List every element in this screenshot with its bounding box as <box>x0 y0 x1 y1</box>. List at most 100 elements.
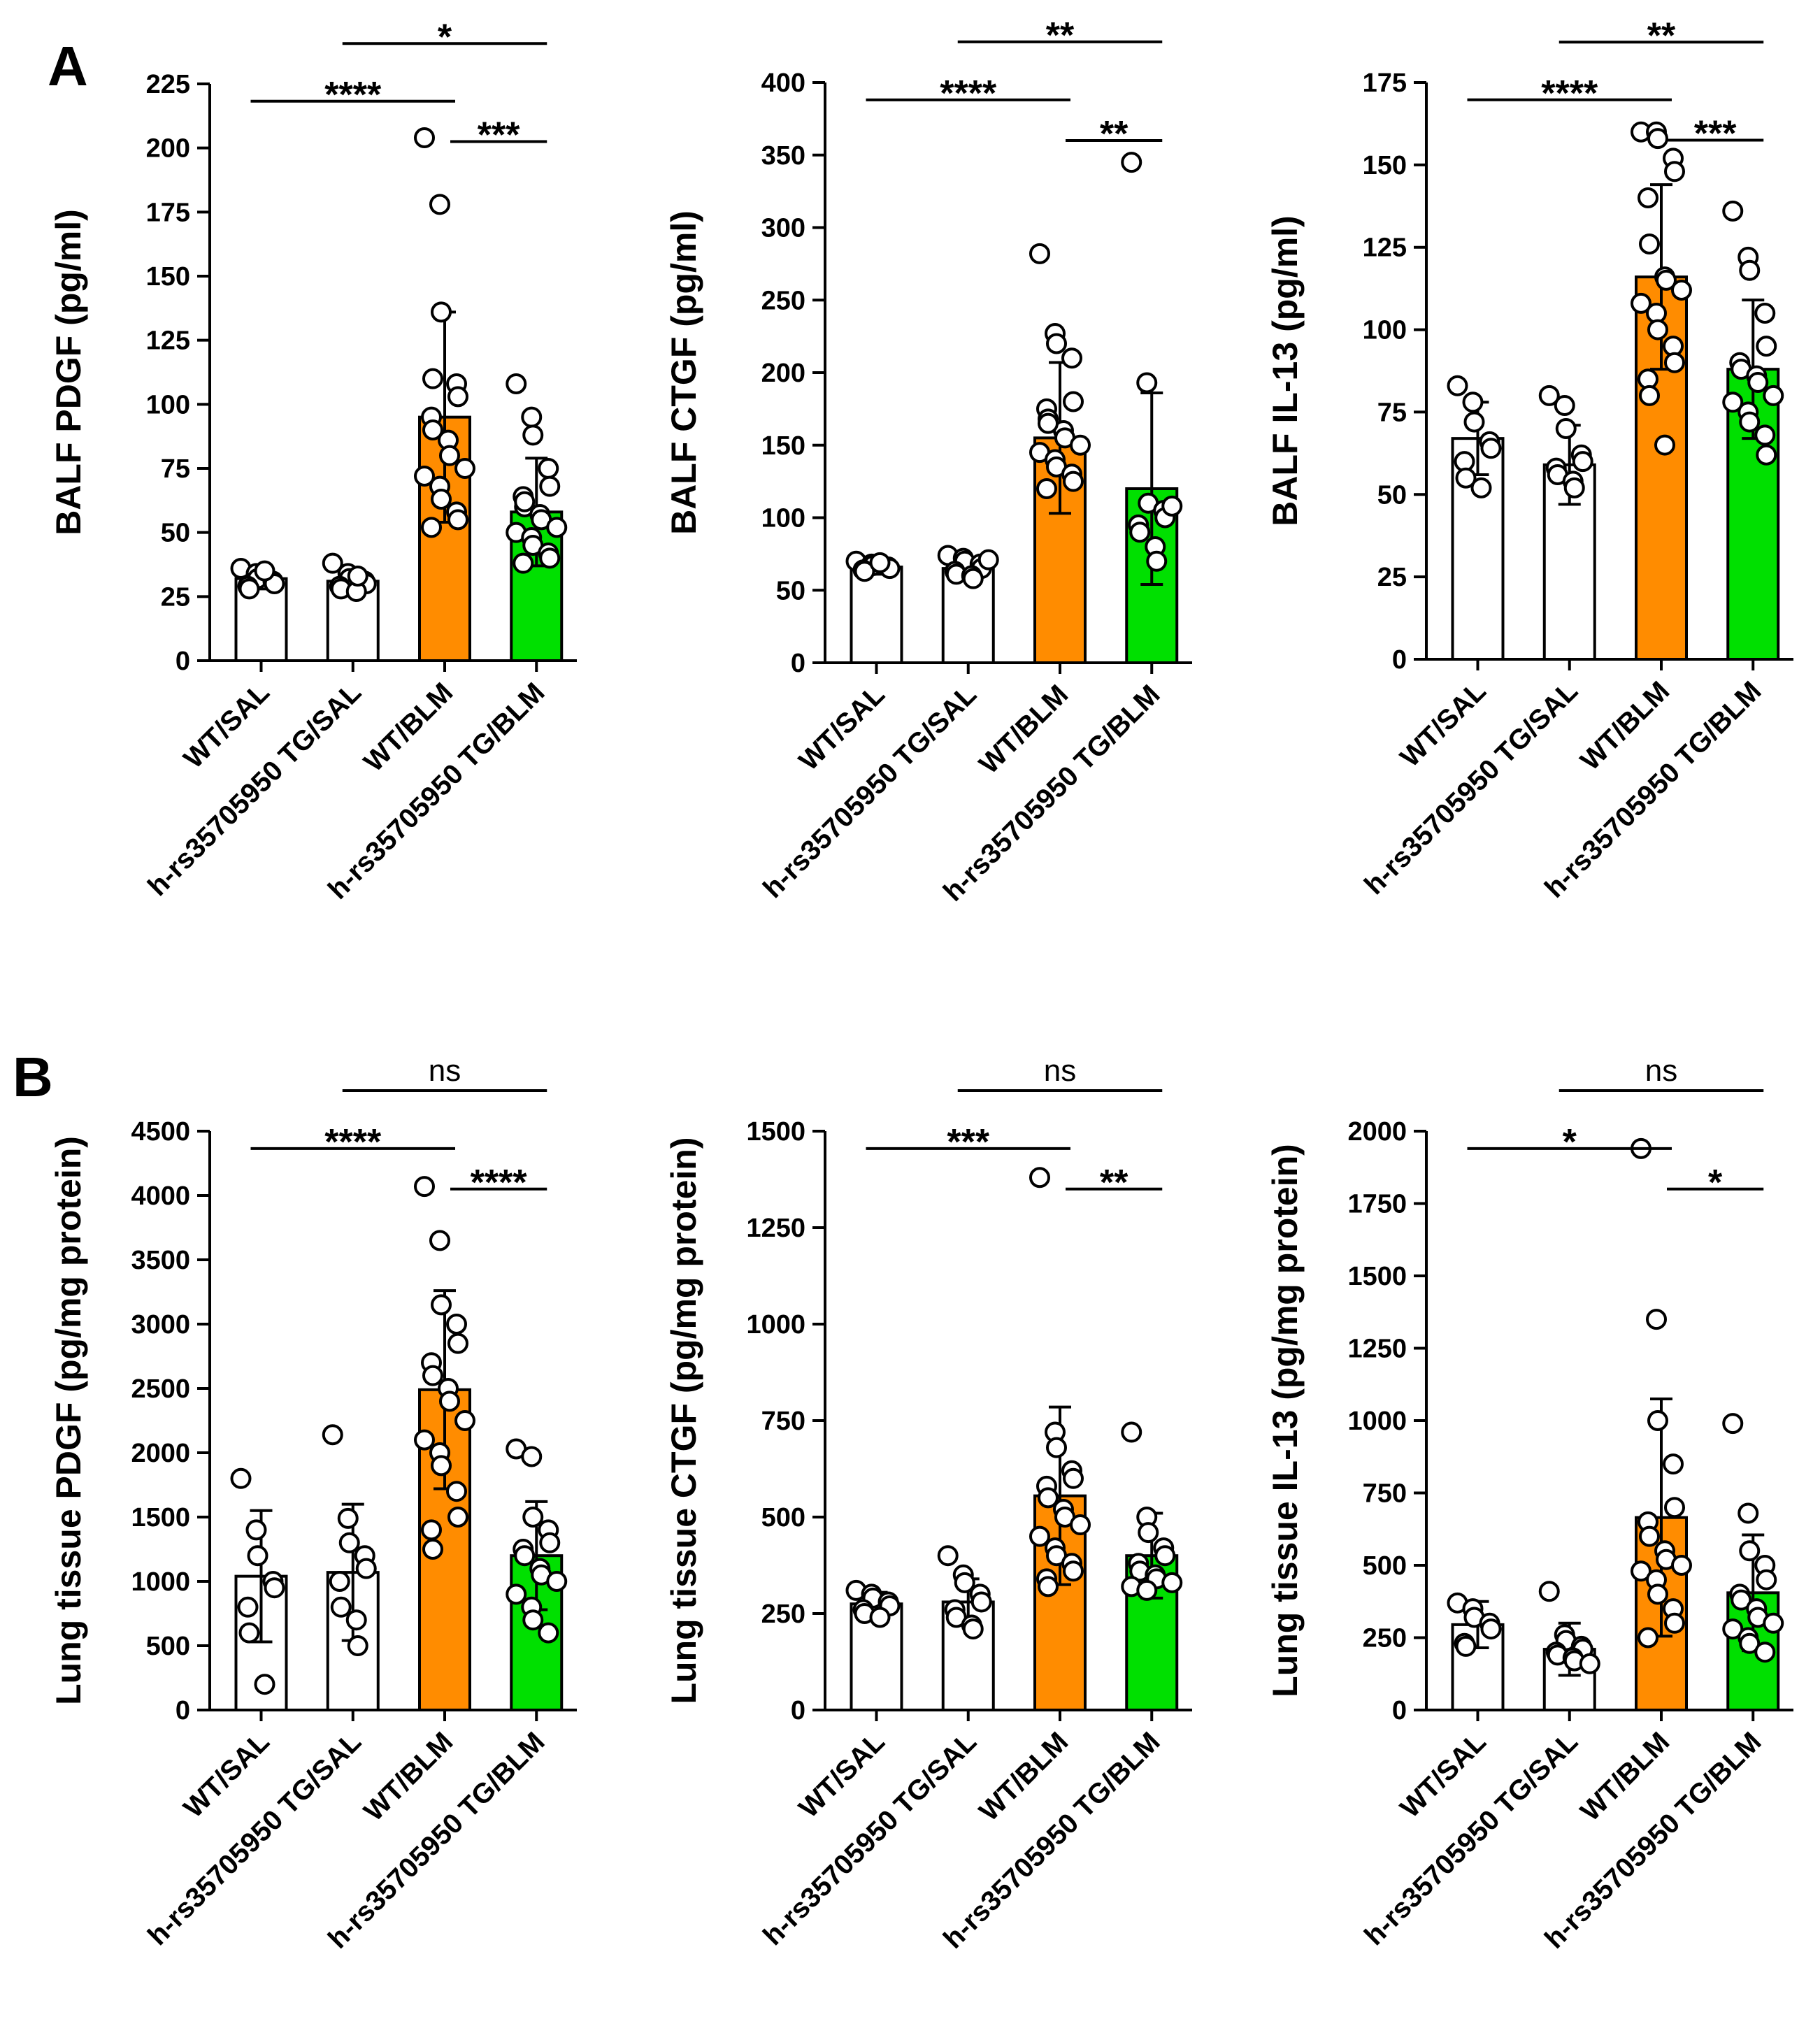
chart-1: 0 25 50 75 100 125 150 175 200 225 BALF PDGF (pg/m… <box>49 17 577 905</box>
y-tick-label: 0 <box>175 647 190 676</box>
data-point <box>1136 1579 1158 1601</box>
data-point <box>322 552 343 574</box>
data-point <box>869 552 891 573</box>
data-point <box>431 1294 452 1316</box>
data-point <box>1129 522 1151 543</box>
data-point <box>439 1391 460 1412</box>
y-tick-label: 50 <box>776 576 805 605</box>
data-point <box>337 1507 359 1529</box>
data-point <box>1161 1572 1183 1593</box>
y-axis-label: BALF IL-13 (pg/ml) <box>1266 215 1305 526</box>
data-point <box>431 1455 452 1477</box>
y-tick-label: 0 <box>1392 645 1407 675</box>
significance-label: *** <box>1694 114 1737 155</box>
y-tick-label: 1250 <box>1347 1335 1407 1364</box>
data-point <box>1063 1560 1084 1582</box>
data-point <box>347 1635 368 1656</box>
y-tick-label: 1750 <box>1347 1190 1407 1219</box>
y-tick-label: 100 <box>146 390 190 419</box>
data-point <box>1470 477 1492 498</box>
charts-group: 0 25 50 75 100 125 150 175 200 225 BALF PDGF (pg/m… <box>49 15 1793 1955</box>
data-point <box>329 1571 350 1592</box>
y-tick-label: 150 <box>1363 151 1407 180</box>
data-point <box>1121 152 1142 173</box>
chart-5: 0 250 500 750 1000 1250 1500 Lung tissue CTGF (… <box>664 1054 1192 1955</box>
chart-2: 0 50 100 150 200 250 300 350 400 BALF CTGF (pg/ml… <box>664 15 1192 907</box>
y-tick-label: 75 <box>1377 398 1407 427</box>
data-point <box>345 1609 367 1631</box>
data-point <box>506 1583 527 1605</box>
data-point <box>1664 1612 1685 1634</box>
significance-label: *** <box>947 1122 989 1163</box>
data-point <box>446 1314 467 1335</box>
data-point <box>1638 1627 1658 1648</box>
y-tick-label: 500 <box>1363 1551 1407 1581</box>
y-tick-label: 0 <box>175 1696 190 1725</box>
y-tick-label: 400 <box>761 69 805 98</box>
panel-letter-a: A <box>48 35 88 97</box>
data-point <box>1038 412 1059 434</box>
data-point <box>970 1591 992 1613</box>
data-point <box>1763 385 1784 406</box>
data-point <box>1754 1642 1776 1663</box>
data-point <box>421 1519 442 1541</box>
data-point <box>954 1572 975 1593</box>
data-point <box>1579 1653 1600 1674</box>
y-tick-label: 0 <box>791 649 805 678</box>
significance-label: ** <box>1100 114 1128 155</box>
y-tick-label: 1000 <box>1347 1407 1407 1436</box>
significance-label: * <box>1708 1163 1723 1203</box>
data-point <box>1455 467 1477 489</box>
y-tick-label: 175 <box>146 198 190 227</box>
data-point <box>513 552 534 574</box>
y-tick-label: 175 <box>1363 69 1407 98</box>
category-label: WT/SAL <box>1394 675 1492 773</box>
data-point <box>1631 292 1651 314</box>
y-tick-label: 2000 <box>1347 1117 1407 1147</box>
y-tick-label: 500 <box>146 1632 190 1661</box>
y-tick-label: 250 <box>761 286 805 315</box>
significance-label: **** <box>471 1163 528 1203</box>
category-label: WT/SAL <box>793 679 891 777</box>
y-tick-label: 150 <box>761 431 805 461</box>
y-axis-label: BALF CTGF (pg/ml) <box>664 210 703 535</box>
data-point <box>254 1674 275 1695</box>
y-tick-label: 350 <box>761 141 805 171</box>
y-tick-label: 4000 <box>131 1181 190 1211</box>
data-point <box>538 1622 559 1644</box>
data-point <box>414 1176 435 1198</box>
data-point <box>1563 477 1585 498</box>
data-point <box>1154 1545 1176 1567</box>
data-point <box>522 1507 544 1528</box>
y-tick-label: 250 <box>761 1600 805 1629</box>
data-point <box>454 1410 475 1431</box>
data-point <box>521 1446 543 1467</box>
data-point <box>1754 303 1776 324</box>
data-point <box>414 466 435 487</box>
significance-label: ns <box>1044 1054 1076 1088</box>
y-tick-label: 75 <box>161 454 190 484</box>
y-tick-label: 0 <box>791 1696 805 1725</box>
data-point <box>937 1545 959 1567</box>
data-point <box>1631 1560 1651 1582</box>
data-point <box>330 1596 352 1618</box>
data-point <box>1480 438 1502 459</box>
data-point <box>431 489 452 510</box>
data-point <box>539 1532 561 1553</box>
chart-6: 0 250 500 750 1000 1250 1500 1750 2000 Lung tissu… <box>1266 1054 1793 1955</box>
data-point <box>1038 1576 1059 1597</box>
data-point <box>1739 411 1761 433</box>
data-point <box>1756 444 1777 466</box>
data-point <box>230 1467 252 1489</box>
data-point <box>1664 161 1685 182</box>
data-point <box>1554 395 1575 416</box>
category-label: WT/SAL <box>1394 1726 1492 1824</box>
data-point <box>238 578 260 600</box>
data-point <box>522 424 544 446</box>
data-point <box>238 1622 260 1644</box>
data-point <box>338 1532 360 1553</box>
y-axis-label: BALF PDGF (pg/ml) <box>49 209 88 536</box>
data-point <box>237 1596 259 1618</box>
data-point <box>422 368 443 389</box>
data-point <box>1638 187 1658 208</box>
